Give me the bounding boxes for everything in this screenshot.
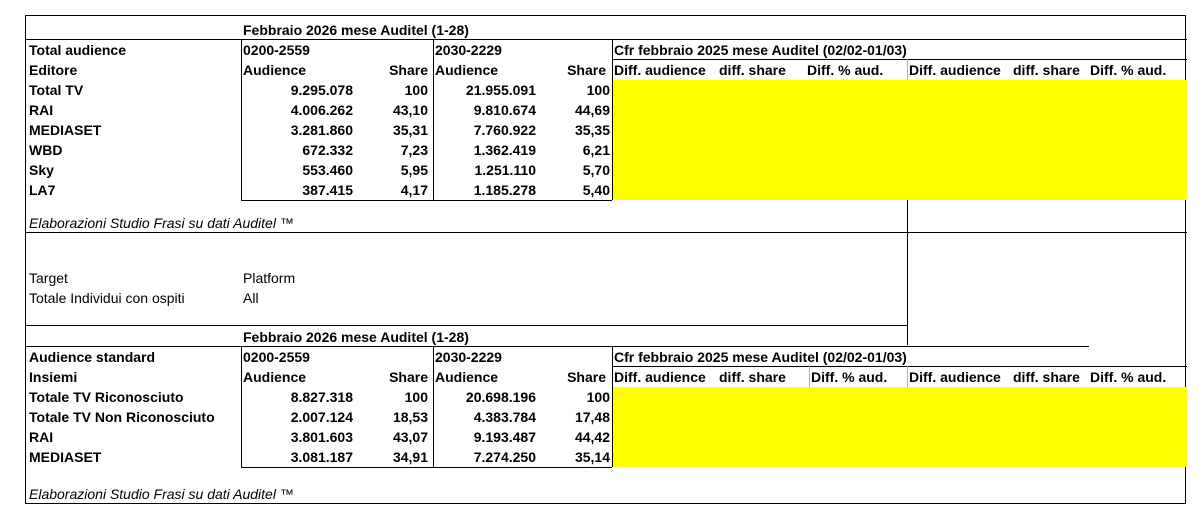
share-value: 4,17 [400,182,428,198]
share-value: 100 [404,389,428,405]
row-label-title-1: Total audience [29,42,126,58]
row-label-sub-2: Insiemi [29,369,78,385]
col-share-1b: Share [567,62,606,78]
diff-header: Diff. % aud. [1090,62,1167,78]
slot1-header-2: 0200-2559 [243,349,310,365]
audience-value: 20.698.196 [465,389,536,405]
audience-value: 8.827.318 [290,389,353,405]
share-value: 35,31 [392,122,428,138]
share-value: 43,07 [392,429,428,445]
share-value: 100 [586,389,610,405]
audience-value: 7.274.250 [473,449,536,465]
audience-value: 3.281.860 [290,122,353,138]
share-value: 44,69 [574,102,610,118]
audience-value: 21.955.091 [465,82,536,98]
diff-header: diff. share [719,62,786,78]
diff-header: Diff. % aud. [807,62,884,78]
diff-header: diff. share [1013,369,1080,385]
row-label: MEDIASET [29,449,102,465]
audience-value: 387.415 [302,182,353,198]
diff-header: Diff. audience [909,62,1001,78]
audience-value: 1.362.419 [473,142,536,158]
share-value: 6,21 [582,142,610,158]
audience-value: 3.801.603 [290,429,353,445]
footnote-2: Elaborazioni Studio Frasi su dati Audite… [29,486,294,502]
share-value: 44,42 [574,429,610,445]
highlight-area-1 [612,80,1187,200]
diff-header: Diff. audience [614,62,706,78]
highlight-area-2 [612,387,1187,467]
col-share-2a: Share [389,369,428,385]
audience-value: 9.193.487 [473,429,536,445]
audience-value: 4.006.262 [290,102,353,118]
row-label: RAI [29,429,54,445]
col-audience-1a: Audience [243,62,307,78]
audience-value: 1.185.278 [473,182,536,198]
share-value: 43,10 [392,102,428,118]
row-label: MEDIASET [29,122,102,138]
share-value: 5,70 [582,162,610,178]
diff-header: diff. share [1013,62,1080,78]
audience-value: 672.332 [302,142,353,158]
share-value: 35,35 [574,122,610,138]
share-value: 17,48 [574,409,610,425]
target-label: Target [29,270,68,286]
audience-value: 2.007.124 [290,409,353,425]
row-label: WBD [29,142,63,158]
audience-value: 3.081.187 [290,449,353,465]
col-audience-2a: Audience [243,369,307,385]
audience-value: 4.383.784 [473,409,536,425]
row-label: Sky [29,162,54,178]
share-value: 35,14 [574,449,610,465]
row-label: Total TV [29,82,84,98]
diff-header: Diff. % aud. [1090,369,1167,385]
compare-title-2: Cfr febbraio 2025 mese Auditel (02/02-01… [614,349,907,365]
footnote-1: Elaborazioni Studio Frasi su dati Audite… [29,215,294,231]
share-value: 18,53 [392,409,428,425]
col-audience-2b: Audience [435,369,499,385]
slot2-header-1: 2030-2229 [435,42,502,58]
audience-value: 553.460 [302,162,353,178]
share-value: 7,23 [400,142,428,158]
period-title-1: Febbraio 2026 mese Auditel (1-28) [243,22,469,38]
share-value: 34,91 [392,449,428,465]
compare-title-1: Cfr febbraio 2025 mese Auditel (02/02-01… [614,42,907,58]
row-label-title-2: Audience standard [29,349,156,365]
individuals-value: All [243,290,259,306]
spreadsheet-sheet: Febbraio 2026 mese Auditel (1-28) Total … [25,15,1187,504]
row-label-sub-1: Editore [29,62,78,78]
individuals-label: Totale Individui con ospiti [29,290,185,306]
audience-value: 1.251.110 [474,162,536,178]
diff-header: Diff. audience [909,369,1001,385]
slot1-header-1: 0200-2559 [243,42,310,58]
diff-header: Diff. audience [614,369,706,385]
col-share-2b: Share [567,369,606,385]
audience-value: 9.295.078 [290,82,353,98]
share-value: 100 [586,82,610,98]
row-label: Totale TV Non Riconosciuto [29,409,215,425]
slot2-header-2: 2030-2229 [435,349,502,365]
row-label: Totale TV Riconosciuto [29,389,184,405]
col-audience-1b: Audience [435,62,499,78]
target-value: Platform [243,270,296,286]
share-value: 100 [404,82,428,98]
share-value: 5,95 [400,162,428,178]
period-title-2: Febbraio 2026 mese Auditel (1-28) [243,329,469,345]
col-share-1a: Share [389,62,428,78]
diff-header: diff. share [719,369,786,385]
audience-value: 7.760.922 [473,122,536,138]
row-label: RAI [29,102,54,118]
share-value: 5,40 [582,182,610,198]
audience-value: 9.810.674 [473,102,536,118]
diff-header: Diff. % aud. [811,369,888,385]
row-label: LA7 [29,182,56,198]
